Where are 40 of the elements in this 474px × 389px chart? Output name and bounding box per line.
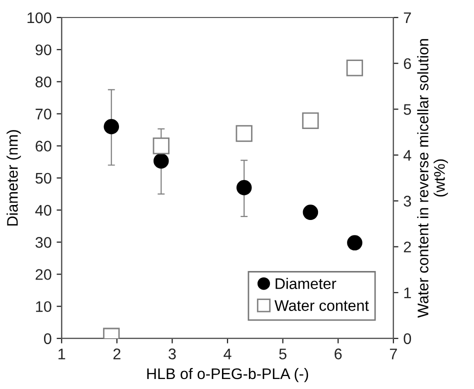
y-tick-label: 40 <box>35 204 52 216</box>
x-tick-label: 2 <box>113 348 120 360</box>
point <box>104 118 120 134</box>
point <box>302 112 319 129</box>
y2-tick-label: 5 <box>404 104 411 115</box>
point <box>236 125 252 142</box>
point <box>347 235 362 250</box>
y-tick-label: 20 <box>36 269 52 280</box>
y2-tick-label: 2 <box>404 242 411 252</box>
y-tick-label: 10 <box>36 301 52 312</box>
point <box>154 153 169 169</box>
y-tick-label: 30 <box>35 237 52 248</box>
y-axis-title: Diameter (nm) <box>6 130 21 226</box>
y2-tick-label: 4 <box>403 150 412 161</box>
y2-tick-label: 6 <box>404 58 411 70</box>
x-tick-label: 5 <box>279 348 286 360</box>
y2-tick-label: 1 <box>404 288 411 298</box>
y2-axis-title: Water content in reverse micellar solution (wt%) <box>417 39 448 318</box>
point <box>152 138 170 154</box>
y-tick-label: 90 <box>36 44 52 56</box>
x-tick-label: 6 <box>334 348 342 360</box>
legend-label: Water content <box>274 300 369 311</box>
legend-label: Diameter <box>276 278 336 290</box>
y-tick-label: 100 <box>28 12 52 24</box>
y-tick-label: 70 <box>36 108 52 120</box>
y2-tick-label: 7 <box>404 12 411 24</box>
y-tick-label: 0 <box>44 333 52 344</box>
point <box>346 60 364 76</box>
y-tick-label: 60 <box>36 140 52 152</box>
point <box>302 204 318 220</box>
x-tick-label: 1 <box>58 348 66 360</box>
y2-tick-label: 0 <box>404 333 412 344</box>
y2-tick-label: 3 <box>404 196 411 207</box>
y-tick-label: 80 <box>36 76 52 88</box>
x-axis-title: HLB of o-PEG-b-PLA (-) <box>147 368 308 382</box>
x-tick-label: 4 <box>224 348 232 360</box>
x-tick-label: 3 <box>168 348 176 360</box>
point <box>236 180 252 196</box>
y-tick-label: 50 <box>36 172 52 184</box>
x-tick-label: 7 <box>390 348 397 360</box>
